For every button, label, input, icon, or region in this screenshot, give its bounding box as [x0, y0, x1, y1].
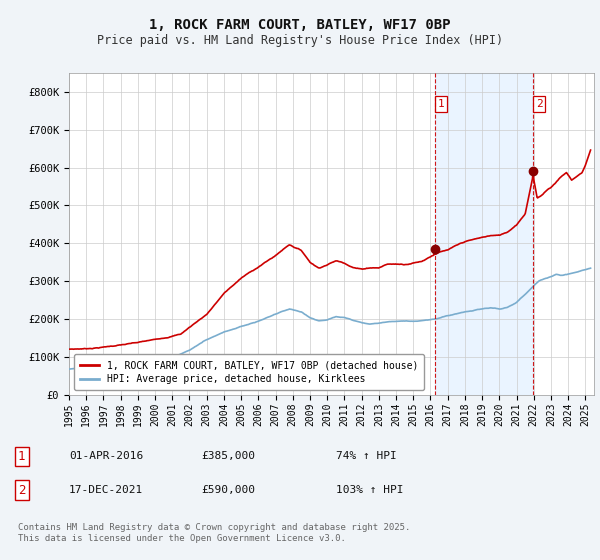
Text: Price paid vs. HM Land Registry's House Price Index (HPI): Price paid vs. HM Land Registry's House … — [97, 34, 503, 47]
Text: 103% ↑ HPI: 103% ↑ HPI — [336, 485, 404, 495]
Text: £590,000: £590,000 — [201, 485, 255, 495]
Text: 1: 1 — [437, 99, 444, 109]
Text: £385,000: £385,000 — [201, 451, 255, 461]
Text: 74% ↑ HPI: 74% ↑ HPI — [336, 451, 397, 461]
Text: 01-APR-2016: 01-APR-2016 — [69, 451, 143, 461]
Text: 2: 2 — [536, 99, 542, 109]
Legend: 1, ROCK FARM COURT, BATLEY, WF17 0BP (detached house), HPI: Average price, detac: 1, ROCK FARM COURT, BATLEY, WF17 0BP (de… — [74, 354, 424, 390]
Text: Contains HM Land Registry data © Crown copyright and database right 2025.
This d: Contains HM Land Registry data © Crown c… — [18, 524, 410, 543]
Text: 1, ROCK FARM COURT, BATLEY, WF17 0BP: 1, ROCK FARM COURT, BATLEY, WF17 0BP — [149, 18, 451, 32]
Text: 1: 1 — [18, 450, 25, 463]
Bar — [435, 73, 533, 395]
Text: 17-DEC-2021: 17-DEC-2021 — [69, 485, 143, 495]
Text: 2: 2 — [18, 483, 25, 497]
